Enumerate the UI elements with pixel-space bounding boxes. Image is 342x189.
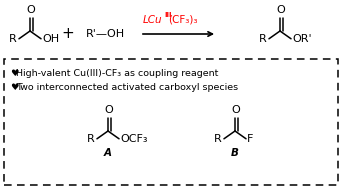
Text: B: B	[231, 148, 239, 158]
Text: O: O	[27, 5, 36, 15]
Text: OCF₃: OCF₃	[120, 134, 147, 144]
Text: OR': OR'	[292, 34, 312, 44]
Text: ♥: ♥	[10, 84, 18, 92]
Text: R: R	[87, 134, 95, 144]
Text: O: O	[232, 105, 240, 115]
Text: Two interconnected activated carboxyl species: Two interconnected activated carboxyl sp…	[16, 84, 238, 92]
Text: R: R	[259, 34, 267, 44]
Text: R: R	[214, 134, 222, 144]
Text: III: III	[165, 12, 172, 18]
Bar	[4, 59, 338, 185]
Text: O: O	[105, 105, 114, 115]
Text: ♥: ♥	[10, 68, 18, 77]
Text: +: +	[62, 26, 74, 42]
Text: (CF₃)₃: (CF₃)₃	[169, 15, 198, 25]
Text: A: A	[104, 148, 112, 158]
Text: O: O	[277, 5, 286, 15]
Text: R: R	[9, 34, 17, 44]
Text: High-valent Cu(III)-CF₃ as coupling reagent: High-valent Cu(III)-CF₃ as coupling reag…	[16, 68, 219, 77]
Text: R'—OH: R'—OH	[86, 29, 124, 39]
Text: F: F	[247, 134, 253, 144]
Text: LCu: LCu	[143, 15, 162, 25]
Text: OH: OH	[42, 34, 59, 44]
